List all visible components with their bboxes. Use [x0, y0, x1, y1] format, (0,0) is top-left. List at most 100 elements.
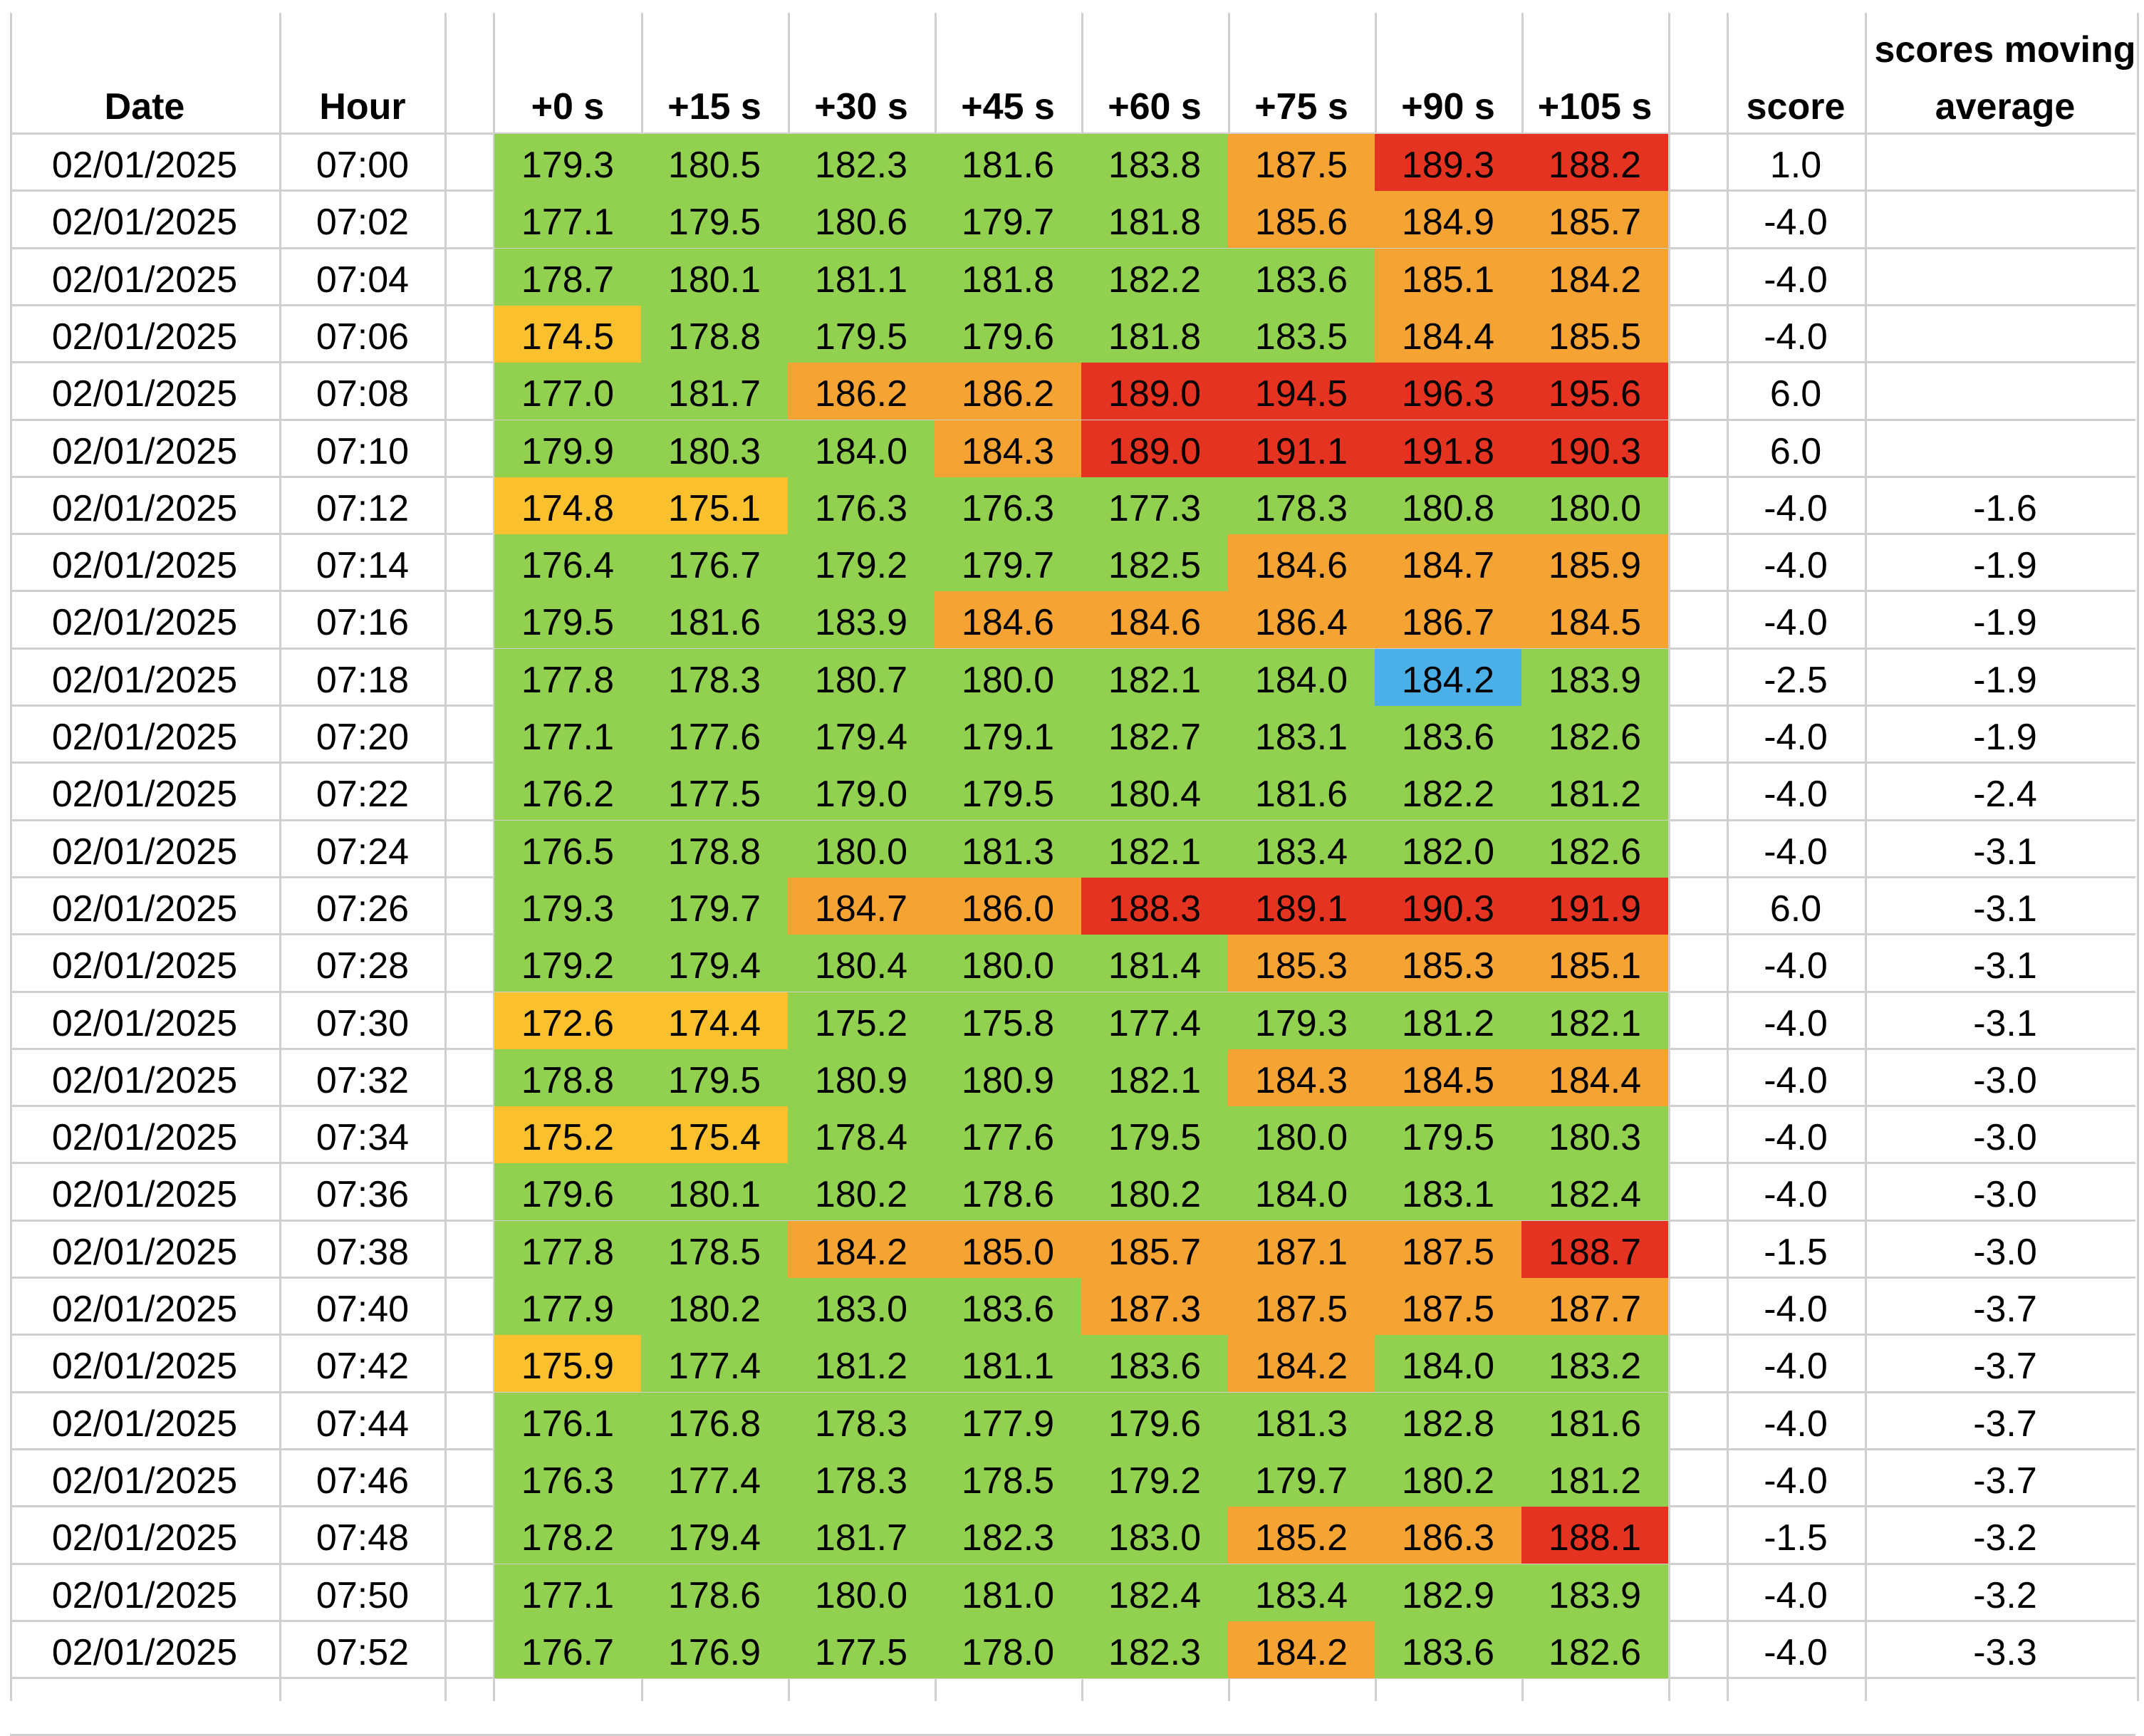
reading-cell[interactable]: 178.7: [494, 249, 641, 306]
moving-average-cell[interactable]: -3.1: [1973, 831, 2037, 873]
reading-cell[interactable]: 183.4: [1228, 1564, 1375, 1621]
date-cell[interactable]: 02/01/2025: [51, 431, 238, 472]
hour-cell[interactable]: 07:26: [316, 888, 410, 930]
reading-cell[interactable]: 177.9: [935, 1393, 1081, 1450]
reading-cell[interactable]: 178.3: [1228, 477, 1375, 534]
reading-cell[interactable]: 184.0: [788, 420, 935, 477]
reading-cell[interactable]: 184.4: [1521, 1049, 1668, 1106]
reading-cell[interactable]: 179.2: [788, 534, 935, 591]
reading-cell[interactable]: 180.8: [1375, 477, 1521, 534]
score-cell[interactable]: 6.0: [1769, 888, 1822, 930]
moving-average-cell[interactable]: -1.9: [1973, 660, 2037, 701]
reading-cell[interactable]: 181.2: [1375, 992, 1521, 1049]
reading-cell[interactable]: 179.5: [494, 591, 641, 648]
reading-cell[interactable]: 180.0: [935, 649, 1081, 706]
reading-cell[interactable]: 182.6: [1521, 821, 1668, 878]
reading-cell[interactable]: 178.3: [788, 1393, 935, 1450]
score-cell[interactable]: -4.0: [1764, 202, 1828, 243]
reading-cell[interactable]: 187.7: [1521, 1278, 1668, 1335]
hour-cell[interactable]: 07:08: [316, 373, 410, 415]
reading-cell[interactable]: 185.7: [1081, 1221, 1228, 1278]
moving-average-cell[interactable]: [1866, 134, 2144, 191]
reading-cell[interactable]: 177.4: [641, 1335, 788, 1392]
date-cell[interactable]: 02/01/2025: [51, 373, 238, 415]
score-cell[interactable]: -4.0: [1764, 945, 1828, 987]
reading-cell[interactable]: 190.3: [1521, 420, 1668, 477]
score-cell[interactable]: -4.0: [1764, 1575, 1828, 1616]
hour-cell[interactable]: 07:36: [316, 1174, 410, 1215]
reading-cell[interactable]: 182.1: [1081, 1049, 1228, 1106]
score-cell[interactable]: -4.0: [1764, 1460, 1828, 1502]
reading-cell[interactable]: 177.1: [494, 706, 641, 763]
reading-cell[interactable]: 175.8: [935, 992, 1081, 1049]
reading-cell[interactable]: 175.2: [494, 1106, 641, 1163]
date-cell[interactable]: 02/01/2025: [51, 259, 238, 301]
reading-cell[interactable]: 179.5: [1081, 1106, 1228, 1163]
reading-cell[interactable]: 187.5: [1228, 134, 1375, 191]
reading-cell[interactable]: 185.0: [935, 1221, 1081, 1278]
reading-cell[interactable]: 181.2: [1521, 1450, 1668, 1507]
date-cell[interactable]: 02/01/2025: [51, 1289, 238, 1330]
reading-cell[interactable]: 182.9: [1375, 1564, 1521, 1621]
reading-cell[interactable]: 177.9: [494, 1278, 641, 1335]
reading-cell[interactable]: 187.5: [1228, 1278, 1375, 1335]
date-cell[interactable]: 02/01/2025: [51, 945, 238, 987]
reading-cell[interactable]: 184.0: [1228, 1163, 1375, 1220]
reading-cell[interactable]: 188.7: [1521, 1221, 1668, 1278]
reading-cell[interactable]: 180.7: [788, 649, 935, 706]
header-offset-15[interactable]: +15 s: [667, 86, 761, 128]
reading-cell[interactable]: 179.1: [935, 706, 1081, 763]
reading-cell[interactable]: 183.9: [1521, 1564, 1668, 1621]
score-cell[interactable]: -2.5: [1764, 660, 1828, 701]
date-cell[interactable]: 02/01/2025: [51, 602, 238, 643]
reading-cell[interactable]: 179.5: [935, 763, 1081, 820]
reading-cell[interactable]: 180.0: [788, 821, 935, 878]
reading-cell[interactable]: 184.6: [1228, 534, 1375, 591]
moving-average-cell[interactable]: -1.9: [1973, 717, 2037, 758]
reading-cell[interactable]: 176.3: [935, 477, 1081, 534]
score-cell[interactable]: -4.0: [1764, 1403, 1828, 1445]
reading-cell[interactable]: 180.6: [788, 191, 935, 248]
reading-cell[interactable]: 183.6: [1375, 706, 1521, 763]
reading-cell[interactable]: 185.5: [1521, 306, 1668, 363]
date-cell[interactable]: 02/01/2025: [51, 316, 238, 358]
moving-average-cell[interactable]: [1866, 420, 2144, 477]
reading-cell[interactable]: 180.9: [788, 1049, 935, 1106]
reading-cell[interactable]: 178.4: [788, 1106, 935, 1163]
moving-average-cell[interactable]: -1.9: [1973, 602, 2037, 643]
reading-cell[interactable]: 189.0: [1081, 420, 1228, 477]
moving-average-cell[interactable]: -1.9: [1973, 545, 2037, 586]
reading-cell[interactable]: 182.7: [1081, 706, 1228, 763]
reading-cell[interactable]: 180.2: [788, 1163, 935, 1220]
score-cell[interactable]: 6.0: [1769, 431, 1822, 472]
reading-cell[interactable]: 176.2: [494, 763, 641, 820]
reading-cell[interactable]: 180.4: [1081, 763, 1228, 820]
reading-cell[interactable]: 181.4: [1081, 935, 1228, 992]
header-offset-60[interactable]: +60 s: [1108, 86, 1202, 128]
moving-average-cell[interactable]: -3.1: [1973, 945, 2037, 987]
header-offset-75[interactable]: +75 s: [1254, 86, 1348, 128]
reading-cell[interactable]: 182.8: [1375, 1393, 1521, 1450]
reading-cell[interactable]: 179.6: [1081, 1393, 1228, 1450]
reading-cell[interactable]: 181.6: [1228, 763, 1375, 820]
reading-cell[interactable]: 174.5: [494, 306, 641, 363]
date-cell[interactable]: 02/01/2025: [51, 1517, 238, 1559]
header-offset-45[interactable]: +45 s: [961, 86, 1055, 128]
reading-cell[interactable]: 184.2: [1228, 1335, 1375, 1392]
reading-cell[interactable]: 176.7: [641, 534, 788, 591]
moving-average-cell[interactable]: -3.7: [1973, 1460, 2037, 1502]
reading-cell[interactable]: 178.6: [935, 1163, 1081, 1220]
hour-cell[interactable]: 07:16: [316, 602, 410, 643]
reading-cell[interactable]: 180.9: [935, 1049, 1081, 1106]
hour-cell[interactable]: 07:10: [316, 431, 410, 472]
date-cell[interactable]: 02/01/2025: [51, 1003, 238, 1044]
reading-cell[interactable]: 184.4: [1375, 306, 1521, 363]
reading-cell[interactable]: 189.0: [1081, 363, 1228, 420]
reading-cell[interactable]: 186.2: [935, 363, 1081, 420]
reading-cell[interactable]: 185.9: [1521, 534, 1668, 591]
reading-cell[interactable]: 183.9: [1521, 649, 1668, 706]
hour-cell[interactable]: 07:00: [316, 145, 410, 186]
moving-average-cell[interactable]: -3.2: [1973, 1517, 2037, 1559]
score-cell[interactable]: -4.0: [1764, 831, 1828, 873]
